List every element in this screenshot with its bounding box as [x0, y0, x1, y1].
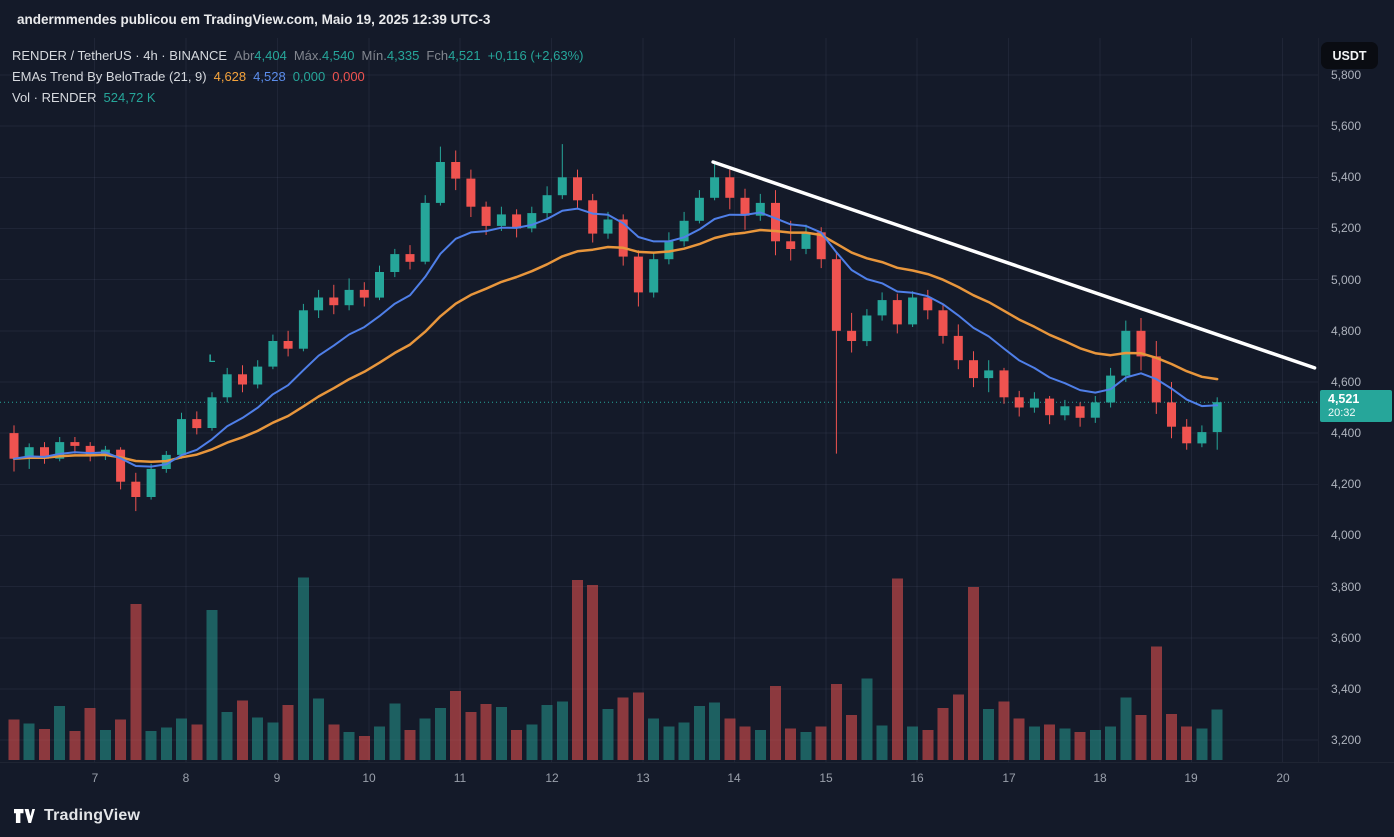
symbol-title: RENDER / TetherUS · 4h · BINANCE	[12, 48, 228, 63]
chart-canvas[interactable]: L	[0, 38, 1318, 762]
time-axis-label: 15	[819, 771, 833, 785]
time-axis-label: 14	[727, 771, 741, 785]
price-axis-label: 3,800	[1331, 580, 1362, 594]
volume-value: 524,72 K	[103, 90, 156, 105]
ema-title: EMAs Trend By BeloTrade (21, 9)	[12, 69, 207, 84]
price-axis-label: 5,800	[1331, 68, 1362, 82]
last-price-badge: 4,521 20:32	[1320, 390, 1392, 422]
candle-countdown: 20:32	[1328, 407, 1356, 419]
time-axis-label: 7	[91, 771, 99, 785]
price-axis-label: 4,600	[1331, 375, 1362, 389]
open-label: Abr	[234, 48, 255, 63]
price-axis-label: 5,600	[1331, 119, 1362, 133]
open-value: 4,404	[254, 48, 287, 63]
time-axis-label: 12	[545, 771, 559, 785]
price-axis-label: 5,200	[1331, 221, 1362, 235]
price-axis-label: 5,400	[1331, 170, 1362, 184]
legend-ema-row[interactable]: EMAs Trend By BeloTrade (21, 9) 4,628 4,…	[12, 66, 591, 87]
svg-text:L: L	[209, 353, 216, 365]
time-axis-label: 9	[273, 771, 281, 785]
time-axis-label: 20	[1276, 771, 1290, 785]
close-value: 4,521	[448, 48, 481, 63]
low-label: Mín.	[361, 48, 387, 63]
time-axis-label: 11	[453, 771, 467, 785]
last-price-value: 4,521	[1328, 392, 1360, 406]
chart-legend: RENDER / TetherUS · 4h · BINANCE Abr 4,40…	[12, 45, 591, 108]
time-axis-label: 16	[910, 771, 924, 785]
time-axis-label: 17	[1002, 771, 1016, 785]
price-axis-label: 4,800	[1331, 324, 1362, 338]
share-text: andermmendes publicou em TradingView.com…	[17, 11, 491, 27]
time-axis[interactable]: 7 8 9 10 11 12 13 14 15 16 17 18 19 20	[0, 762, 1394, 795]
ema-slow-value: 4,628	[213, 69, 247, 84]
price-axis[interactable]: USDT 5,800 5,600 5,400 5,200 5,000 4,800 4,600…	[1318, 38, 1394, 762]
currency-toggle-button[interactable]: USDT	[1321, 42, 1378, 69]
volume-title: Vol · RENDER	[12, 90, 97, 105]
ema-signal-up-value: 0,000	[292, 69, 326, 84]
price-axis-label: 3,600	[1331, 631, 1362, 645]
close-label: Fch	[426, 48, 449, 63]
chart-area: L RENDER / TetherUS · 4h · BINANCE Abr 4,…	[0, 38, 1394, 795]
high-value: 4,540	[322, 48, 355, 63]
price-axis-label: 4,200	[1331, 477, 1362, 491]
time-axis-label: 13	[636, 771, 650, 785]
time-axis-label: 19	[1184, 771, 1198, 785]
change-value: +0,116 (+2,63%)	[487, 48, 584, 63]
time-axis-label: 8	[182, 771, 190, 785]
time-axis-label: 10	[362, 771, 376, 785]
price-axis-label: 4,400	[1331, 426, 1362, 440]
header-bar: andermmendes publicou em TradingView.com…	[0, 0, 1394, 38]
footer-bar: TradingView	[0, 795, 1394, 837]
price-axis-label: 4,000	[1331, 528, 1362, 542]
low-value: 4,335	[386, 48, 420, 63]
legend-volume-row[interactable]: Vol · RENDER 524,72 K	[12, 87, 591, 108]
footer-brand-text[interactable]: TradingView	[44, 807, 141, 824]
tradingview-logo[interactable]	[14, 807, 35, 826]
price-axis-label: 3,200	[1331, 733, 1362, 747]
high-label: Máx.	[293, 48, 322, 63]
time-axis-label: 18	[1093, 771, 1107, 785]
price-axis-label: 3,400	[1331, 682, 1362, 696]
ema-signal-down-value: 0,000	[332, 69, 365, 84]
price-axis-label: 5,000	[1331, 273, 1362, 287]
legend-symbol-row[interactable]: RENDER / TetherUS · 4h · BINANCE Abr 4,40…	[12, 45, 591, 66]
ema-fast-value: 4,528	[253, 69, 286, 84]
